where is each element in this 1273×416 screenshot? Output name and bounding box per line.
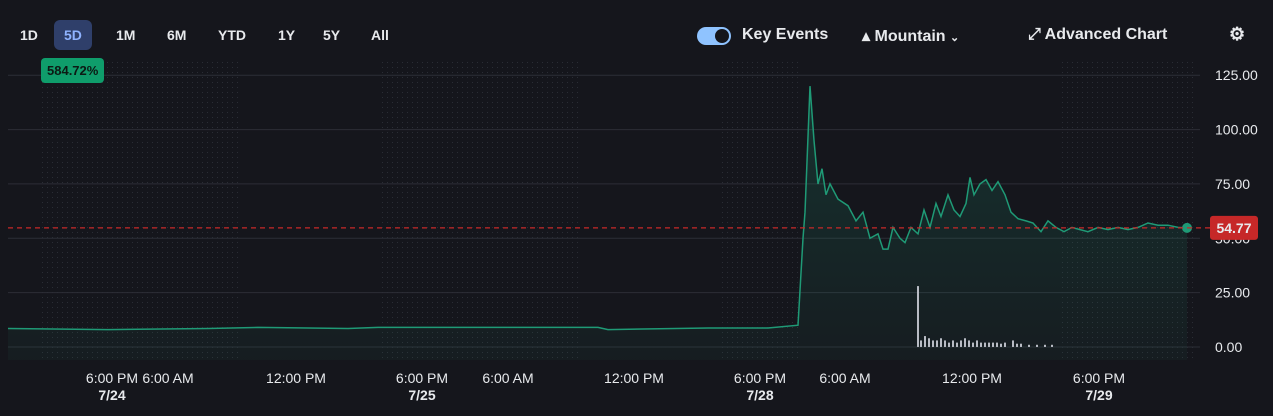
date-label: 7/28 bbox=[746, 387, 773, 403]
volume-bar bbox=[964, 338, 966, 347]
volume-bar bbox=[1020, 343, 1022, 347]
x-tick-label: 12:00 PM bbox=[942, 370, 1002, 386]
extended-hours-shading bbox=[40, 58, 1195, 360]
volume-bar bbox=[972, 342, 974, 347]
volume-bar bbox=[988, 342, 990, 347]
range-button[interactable]: 6M bbox=[167, 27, 187, 43]
volume-bar bbox=[996, 342, 998, 347]
volume-bar bbox=[1028, 344, 1030, 347]
volume-bar bbox=[1051, 344, 1053, 347]
volume-bar bbox=[968, 340, 970, 347]
volume-bar bbox=[1036, 344, 1038, 347]
x-tick-label: 6:00 AM bbox=[482, 370, 533, 386]
change-badge: 584.72% bbox=[41, 58, 105, 83]
chart-style[interactable]: ▴ Mountain ⌄ bbox=[862, 28, 960, 45]
range-button[interactable]: 5D bbox=[54, 20, 92, 50]
volume-bar bbox=[928, 338, 930, 347]
x-tick-label: 6:00 PM bbox=[396, 370, 448, 386]
volume-bar bbox=[1044, 344, 1046, 347]
range-button[interactable]: 1M bbox=[116, 27, 136, 43]
range-button[interactable]: YTD bbox=[218, 27, 246, 43]
volume-bar bbox=[936, 340, 938, 347]
advanced-chart[interactable]: ⤢ Advanced Chart bbox=[1028, 26, 1168, 43]
volume-bar bbox=[984, 342, 986, 347]
x-tick-label: 12:00 PM bbox=[604, 370, 664, 386]
y-tick-label: 125.00 bbox=[1215, 67, 1258, 83]
y-tick-label: 100.00 bbox=[1215, 122, 1258, 138]
volume-bar bbox=[1004, 342, 1006, 347]
key-events-toggle[interactable] bbox=[697, 27, 731, 45]
volume-bar bbox=[924, 336, 926, 347]
y-tick-label: 0.00 bbox=[1215, 339, 1242, 355]
volume-bar bbox=[917, 286, 919, 347]
price-label: 54.77 bbox=[1216, 220, 1251, 236]
volume-bar bbox=[1016, 343, 1018, 347]
x-tick-label: 6:00 PM bbox=[86, 370, 138, 386]
volume-bar bbox=[920, 340, 922, 347]
range-button[interactable]: 5Y bbox=[323, 27, 341, 43]
area bbox=[8, 86, 1187, 360]
x-tick-label: 6:00 PM bbox=[734, 370, 786, 386]
volume-bar bbox=[952, 340, 954, 347]
volume-bar bbox=[948, 342, 950, 347]
volume-bar bbox=[980, 342, 982, 347]
volume-bar bbox=[1000, 343, 1002, 347]
volume-bar bbox=[960, 340, 962, 347]
key-events-label[interactable]: Key Events bbox=[742, 26, 829, 43]
date-label: 7/29 bbox=[1085, 387, 1112, 403]
x-tick-label: 6:00 PM bbox=[1073, 370, 1125, 386]
range-button[interactable]: 1D bbox=[20, 27, 38, 43]
volume-bar bbox=[976, 340, 978, 347]
y-tick-label: 25.00 bbox=[1215, 285, 1250, 301]
chart-style-label: Mountain bbox=[874, 28, 946, 45]
y-tick-label: 75.00 bbox=[1215, 176, 1250, 192]
advanced-chart-label: Advanced Chart bbox=[1044, 26, 1168, 43]
price-label-box bbox=[1210, 215, 1258, 240]
x-tick-label: 12:00 PM bbox=[266, 370, 326, 386]
volume-bar bbox=[932, 340, 934, 347]
range-button[interactable]: 1Y bbox=[278, 27, 296, 43]
volume-bar bbox=[944, 340, 946, 347]
range-button[interactable]: All bbox=[371, 27, 389, 43]
x-tick-label: 6:00 AM bbox=[819, 370, 870, 386]
toolbar: 1D 5D 1M 6M YTD 1Y 5Y All Key Events ▴ Mountain… bbox=[0, 0, 1273, 70]
settings-icon[interactable]: ⚙ bbox=[1229, 24, 1246, 44]
x-tick-label: 6:00 AM bbox=[142, 370, 193, 386]
date-label: 7/24 bbox=[98, 387, 125, 403]
volume-bar bbox=[940, 338, 942, 347]
volume-bar bbox=[992, 342, 994, 347]
volume-bar bbox=[956, 342, 958, 347]
volume-bar bbox=[1012, 340, 1014, 347]
date-label: 7/25 bbox=[408, 387, 435, 403]
